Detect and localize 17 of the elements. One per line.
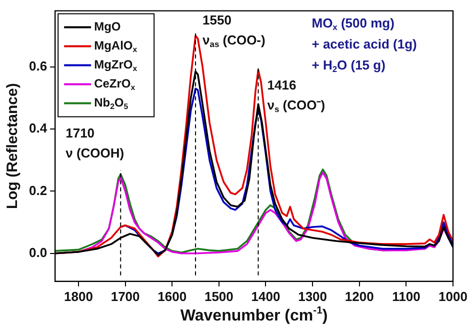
y-tick-label: 0.2 <box>28 182 48 198</box>
y-axis-title: Log (Reflectance) <box>4 83 22 210</box>
x-tick-label: 1000 <box>438 288 468 304</box>
x-tick-label: 1400 <box>251 288 280 304</box>
x-tick-label: 1800 <box>64 288 93 304</box>
x-tick-label: 1600 <box>158 288 187 304</box>
x-tick-label: 1700 <box>110 288 140 304</box>
y-tick-label: 0.6 <box>28 58 48 74</box>
legend-label: MgO <box>94 20 121 34</box>
x-tick-label: 1200 <box>344 288 374 304</box>
y-tick-label: 0.4 <box>28 120 48 136</box>
x-tick-label: 1300 <box>298 288 328 304</box>
annotation: 1710 ν (COOH) <box>66 126 124 161</box>
y-tick-label: 0.0 <box>28 244 48 260</box>
annotation: + acetic acid (1g) <box>312 36 417 52</box>
x-tick-label: 1500 <box>204 288 234 304</box>
x-tick-label: 1100 <box>392 288 420 304</box>
